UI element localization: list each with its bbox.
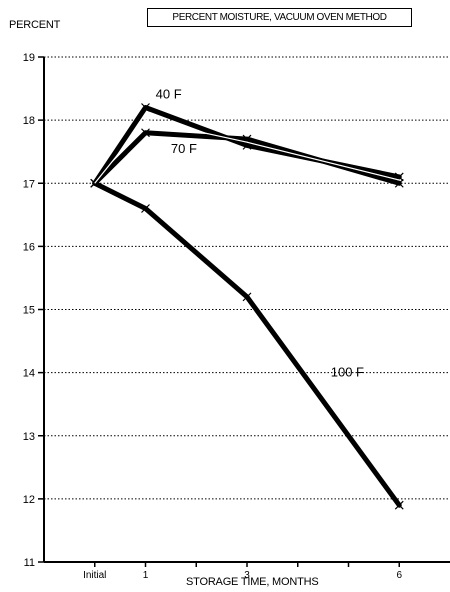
y-tick-label: 18	[23, 115, 35, 127]
y-tick-label: 14	[23, 368, 35, 380]
y-tick-label: 12	[23, 494, 35, 506]
x-tick-label: 6	[396, 570, 402, 581]
data-point	[141, 103, 150, 112]
data-point	[394, 178, 404, 188]
series-label: 70 F	[171, 141, 197, 156]
x-axis-label: STORAGE TIME, MONTHS	[186, 576, 319, 588]
series-line-1	[92, 130, 402, 186]
y-axis-label: PERCENT	[9, 19, 61, 31]
y-tick-label: 13	[23, 431, 35, 443]
chart-title: PERCENT MOISTURE, VACUUM OVEN METHOD	[147, 8, 412, 27]
series-label: 40 F	[156, 87, 182, 102]
x-tick-label: Initial	[83, 570, 106, 581]
data-point	[141, 128, 150, 138]
x-tick-label: 3	[244, 570, 250, 581]
y-tick-label: 11	[24, 557, 35, 569]
series-label: 100 F	[331, 365, 364, 380]
data-point	[394, 500, 404, 510]
data-point	[242, 292, 252, 302]
y-tick-label: 17	[23, 178, 35, 190]
y-tick-label: 19	[23, 52, 35, 64]
y-tick-label: 15	[23, 305, 35, 317]
series-line-2	[92, 180, 402, 508]
x-tick-label: 1	[143, 570, 149, 581]
series-gap	[94, 119, 400, 184]
data-point	[141, 204, 150, 213]
y-tick-label: 16	[23, 241, 35, 253]
